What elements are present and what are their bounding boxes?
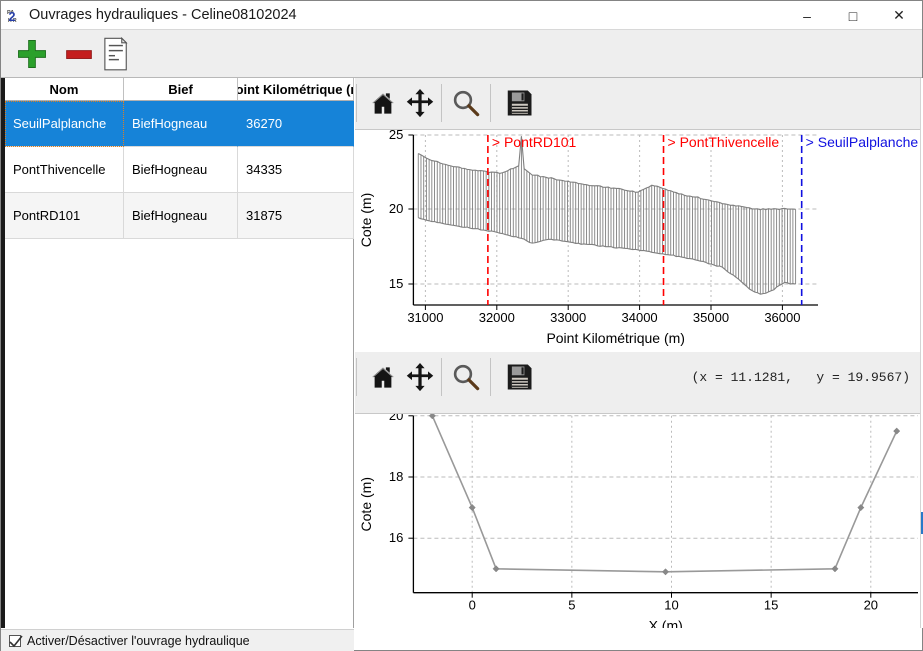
svg-text:0: 0 <box>469 598 476 613</box>
svg-text:33000: 33000 <box>550 310 586 325</box>
svg-text:10: 10 <box>664 598 678 613</box>
svg-text:35000: 35000 <box>693 310 729 325</box>
svg-text:20: 20 <box>389 414 403 423</box>
svg-text:31000: 31000 <box>407 310 443 325</box>
svg-text:36000: 36000 <box>764 310 800 325</box>
svg-text:X (m): X (m) <box>649 618 683 628</box>
svg-text:5: 5 <box>568 598 575 613</box>
svg-text:> SeuilPalplanche: > SeuilPalplanche <box>806 134 919 150</box>
svg-text:25: 25 <box>389 130 403 142</box>
svg-text:> PontThivencelle: > PontThivencelle <box>668 134 780 150</box>
svg-text:Point Kilométrique (m): Point Kilométrique (m) <box>546 330 685 346</box>
svg-text:Cote (m): Cote (m) <box>358 477 374 531</box>
svg-text:20: 20 <box>389 201 403 216</box>
svg-text:2: 2 <box>9 10 16 23</box>
svg-text:15: 15 <box>764 598 778 613</box>
svg-text:34000: 34000 <box>622 310 658 325</box>
svg-text:16: 16 <box>389 530 403 545</box>
svg-text:15: 15 <box>389 276 403 291</box>
svg-text:Cote (m): Cote (m) <box>358 193 374 247</box>
svg-text:32000: 32000 <box>479 310 515 325</box>
svg-text:> PontRD101: > PontRD101 <box>492 134 577 150</box>
svg-text:18: 18 <box>389 469 403 484</box>
svg-text:20: 20 <box>864 598 878 613</box>
